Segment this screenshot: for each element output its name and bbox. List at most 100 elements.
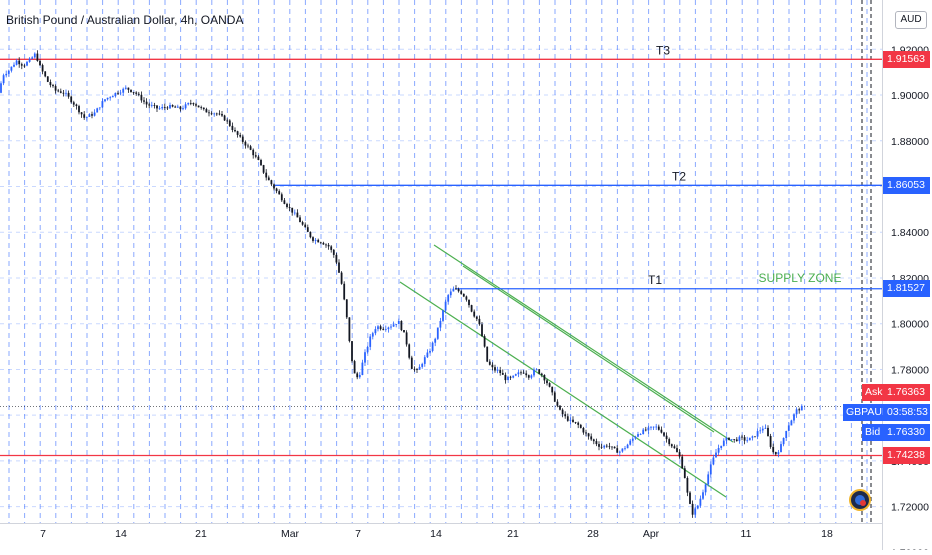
candle-body xyxy=(270,180,273,185)
candle-body xyxy=(728,437,730,440)
candle-body xyxy=(608,446,611,448)
candle-body xyxy=(686,478,689,493)
candle-body xyxy=(52,85,54,87)
candle-body xyxy=(533,369,535,376)
candle-body xyxy=(130,89,132,92)
candle-body xyxy=(265,172,268,178)
candle-body xyxy=(215,113,218,115)
candle-body xyxy=(143,100,145,102)
candle-body xyxy=(101,101,104,108)
level-label: T1 xyxy=(648,273,662,287)
candle-body xyxy=(504,374,507,381)
candle-body xyxy=(62,92,65,94)
candle-body xyxy=(452,288,455,292)
candle-body xyxy=(569,419,572,421)
candle-body xyxy=(618,451,621,453)
candle-body xyxy=(530,375,533,378)
candle-body xyxy=(325,244,327,246)
candle-body xyxy=(395,324,398,325)
candle-body xyxy=(205,109,208,113)
candle-body xyxy=(247,145,249,147)
candle-body xyxy=(538,369,541,374)
channel-line xyxy=(433,244,734,443)
candle-body xyxy=(527,375,530,378)
candle-body xyxy=(301,222,304,225)
candle-body xyxy=(413,368,416,370)
candle-body xyxy=(494,367,496,371)
candle-body xyxy=(98,107,101,109)
candle-body xyxy=(65,92,67,94)
candle-body xyxy=(629,440,632,445)
candle-body xyxy=(150,105,153,106)
candle-body xyxy=(717,448,720,453)
candle-body xyxy=(236,131,239,135)
candle-body xyxy=(548,383,551,387)
candle-body xyxy=(587,433,590,437)
candle-body xyxy=(117,92,119,94)
bid-price: 1.76330 xyxy=(883,424,930,442)
candle-body xyxy=(418,366,421,370)
candle-body xyxy=(20,64,23,66)
candle-body xyxy=(260,160,262,166)
candle-body xyxy=(546,380,548,384)
candle-body xyxy=(275,188,278,192)
candles xyxy=(0,50,803,518)
candle-body xyxy=(387,327,390,330)
candle-body xyxy=(429,351,431,353)
candle-body xyxy=(665,435,668,440)
candle-body xyxy=(187,103,190,105)
price-tag: 1.86053 xyxy=(883,176,930,194)
candle-body xyxy=(161,107,164,109)
x-tick-label: 28 xyxy=(587,528,599,540)
price-tag: 1.91563 xyxy=(883,50,930,68)
candle-body xyxy=(774,452,777,455)
candle-body xyxy=(590,436,593,440)
candle-body xyxy=(104,99,106,102)
candle-body xyxy=(0,83,2,93)
candle-body xyxy=(800,405,803,411)
candle-body xyxy=(273,184,275,189)
candle-body xyxy=(309,231,312,238)
candle-body xyxy=(416,369,418,370)
candle-body xyxy=(109,97,112,99)
candle-body xyxy=(470,305,473,312)
candle-body xyxy=(540,373,543,375)
candle-body xyxy=(88,114,91,117)
candle-body xyxy=(743,437,746,441)
candle-body xyxy=(655,426,658,428)
candle-body xyxy=(507,376,509,380)
candle-body xyxy=(306,227,309,232)
candle-body xyxy=(603,445,606,448)
candle-body xyxy=(267,177,270,181)
grid xyxy=(0,0,882,523)
candle-body xyxy=(465,296,468,300)
candle-body xyxy=(683,468,686,478)
candle-body xyxy=(197,105,200,108)
candle-body xyxy=(283,200,286,204)
currency-label[interactable]: AUD xyxy=(895,11,927,29)
candle-body xyxy=(512,375,515,378)
candle-body xyxy=(787,425,790,431)
candle-body xyxy=(322,242,325,245)
candle-body xyxy=(392,324,395,327)
candle-body xyxy=(41,65,44,72)
candle-body xyxy=(70,96,73,103)
candle-body xyxy=(127,87,130,90)
candle-body xyxy=(670,444,673,447)
candle-body xyxy=(140,94,143,101)
candle-body xyxy=(681,456,684,469)
candle-body xyxy=(764,427,767,429)
candle-body xyxy=(444,301,447,311)
candle-body xyxy=(793,414,795,421)
candle-body xyxy=(478,318,481,325)
candle-body xyxy=(153,105,156,106)
candle-body xyxy=(673,446,676,449)
candle-body xyxy=(226,120,229,122)
candle-body xyxy=(647,427,650,431)
candle-body xyxy=(379,326,382,330)
candle-body xyxy=(434,338,437,343)
x-tick-label: 21 xyxy=(195,528,207,540)
candle-body xyxy=(221,114,223,116)
